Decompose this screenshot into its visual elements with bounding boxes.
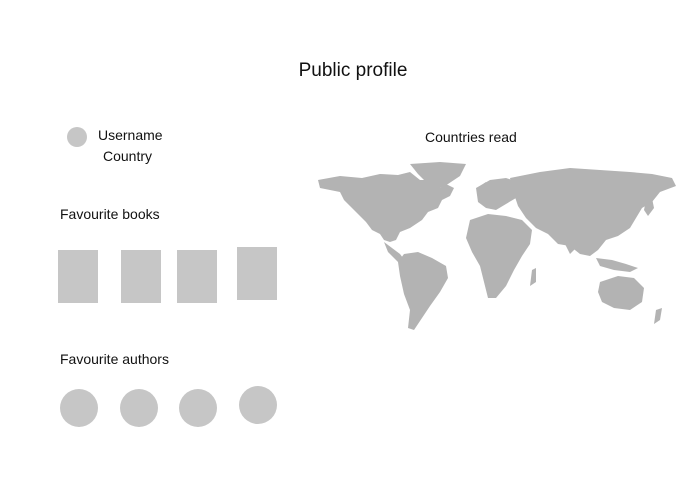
author-avatar-4[interactable] [239,386,277,424]
world-map-icon[interactable] [300,158,685,346]
countries-read-title: Countries read [425,129,517,145]
uk-shape [480,182,488,196]
madagascar-shape [530,268,536,286]
india-shape [562,224,582,254]
book-cover-3[interactable] [177,250,217,303]
south-america-shape [398,252,448,330]
username-label: Username [98,127,163,143]
africa-shape [466,214,532,298]
north-america-shape [318,172,454,242]
author-avatar-2[interactable] [120,389,158,427]
author-avatar-1[interactable] [60,389,98,427]
japan-shape [644,198,654,216]
user-avatar [67,127,87,147]
asia-shape [510,168,676,256]
favourite-authors-title: Favourite authors [60,351,169,367]
indonesia-shape [596,258,638,272]
australia-shape [598,276,644,310]
new-zealand-shape [654,308,662,324]
book-cover-4[interactable] [237,247,277,300]
book-cover-2[interactable] [121,250,161,303]
favourite-books-title: Favourite books [60,206,160,222]
greenland-shape [410,162,466,190]
book-cover-1[interactable] [58,250,98,303]
author-avatar-3[interactable] [179,389,217,427]
page-title: Public profile [298,60,408,81]
central-america-shape [384,242,406,264]
country-label: Country [103,148,153,164]
